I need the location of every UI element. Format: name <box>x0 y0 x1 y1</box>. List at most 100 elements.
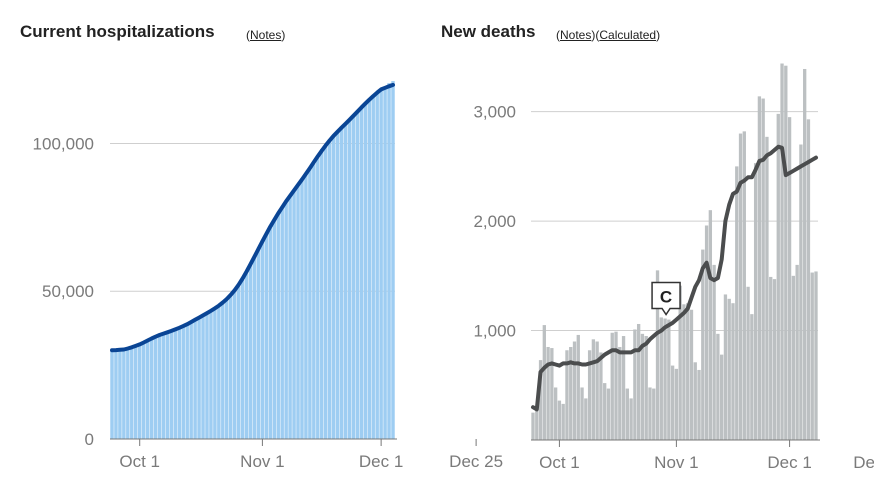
hosp-trend-line <box>110 82 395 353</box>
deaths-links: (Notes)(Calculated) <box>556 28 661 42</box>
hosp-bar <box>217 306 221 439</box>
deaths-bar <box>795 264 799 440</box>
hosp-bar <box>205 313 209 439</box>
hosp-bar <box>276 212 280 439</box>
deaths-bar <box>784 65 788 440</box>
deaths-bar <box>720 354 724 440</box>
deaths-bar <box>640 333 645 440</box>
hosp-bar <box>137 345 142 439</box>
deaths-bar <box>648 387 652 440</box>
deaths-bar <box>686 303 690 440</box>
deaths-bar <box>652 388 656 440</box>
deaths-bar <box>727 298 731 440</box>
hosp-bar <box>371 95 375 439</box>
hosp-bar <box>193 319 197 439</box>
hosp-bar <box>264 233 269 439</box>
deaths-bar <box>761 98 765 441</box>
deaths-bar <box>772 279 777 440</box>
hosp-bar <box>351 116 356 440</box>
deaths-bar <box>708 210 713 440</box>
annotation-label: C <box>660 288 672 307</box>
hosp-bar <box>343 123 348 439</box>
hosp-bar <box>339 127 344 439</box>
hosp-bar <box>300 180 304 439</box>
deaths-bar <box>678 285 682 440</box>
annotation-marker <box>651 281 681 316</box>
hosp-bar <box>367 99 371 439</box>
deaths-bar <box>587 350 592 440</box>
hosp-bar <box>383 86 387 439</box>
deaths-bar <box>625 388 629 440</box>
hosp-bar <box>236 286 241 439</box>
deaths-bar <box>621 336 626 440</box>
deaths-bar <box>689 309 694 440</box>
hosp-bar <box>161 333 166 439</box>
deaths-bar <box>731 303 735 440</box>
deaths-bar <box>580 387 584 440</box>
deaths-bar <box>655 270 660 440</box>
hosp-bar <box>141 342 146 439</box>
deaths-bar <box>742 131 746 440</box>
hosp-notes-link[interactable]: Notes <box>250 28 282 42</box>
hosp-bar <box>114 350 118 439</box>
hosp-bar <box>221 303 225 439</box>
deaths-bar <box>697 369 701 440</box>
deaths-bar <box>557 400 562 440</box>
hosp-links: (Notes) <box>246 28 286 42</box>
hosp-bar <box>185 324 189 439</box>
hosp-bar <box>288 195 292 439</box>
deaths-bar <box>599 352 603 440</box>
deaths-bar <box>667 319 671 440</box>
deaths-bar <box>791 275 796 440</box>
deaths-bar <box>535 407 539 440</box>
deaths-bar <box>614 331 618 440</box>
hosp-x-tick-label: Oct 1 <box>119 452 160 471</box>
hosp-bar <box>145 339 150 439</box>
deaths-bar <box>787 117 792 440</box>
deaths-bar <box>806 119 811 441</box>
hosp-bar <box>118 349 122 439</box>
hosp-bar <box>189 322 193 439</box>
deaths-bar <box>629 398 633 440</box>
hosp-bar <box>363 103 368 439</box>
hosp-bar <box>347 120 352 440</box>
deaths-bar <box>780 63 784 441</box>
hosp-bar <box>153 335 158 439</box>
deaths-bar <box>538 360 543 440</box>
hosp-bar <box>379 89 383 439</box>
hosp-bar <box>197 317 201 439</box>
deaths-bar <box>701 249 705 440</box>
deaths-bar <box>618 346 622 440</box>
hosp-x-tick-label: Dec 25 <box>449 452 503 471</box>
hosp-bar <box>359 107 364 440</box>
hosp-bar <box>296 185 300 439</box>
hosp-bar <box>327 139 332 439</box>
hosp-y-tick-label: 0 <box>85 430 94 449</box>
hosp-bar <box>126 349 130 439</box>
deaths-bar <box>753 163 758 440</box>
hosp-bar <box>232 291 237 439</box>
deaths-notes-link[interactable]: Notes <box>560 28 592 42</box>
deaths-bar <box>531 412 535 440</box>
hosp-bar <box>292 190 296 439</box>
deaths-bar <box>550 348 554 440</box>
hosp-bar <box>316 156 320 440</box>
hosp-bar <box>308 168 312 440</box>
deaths-bar <box>636 323 641 440</box>
deaths-x-tick-label: Dec 25 <box>853 453 874 472</box>
deaths-bar <box>572 341 577 440</box>
deaths-x-tick-label: Oct 1 <box>539 453 580 472</box>
deaths-bar <box>738 133 743 441</box>
hosp-x-tick-label: Nov 1 <box>240 452 284 471</box>
deaths-bar <box>595 341 599 440</box>
hosp-bar <box>201 315 205 439</box>
deaths-bar <box>735 166 739 440</box>
hosp-bar <box>244 273 249 439</box>
hosp-bar <box>284 200 288 439</box>
hosp-bar <box>323 144 328 439</box>
deaths-calculated-link[interactable]: Calculated <box>599 28 657 42</box>
hosp-bar <box>149 337 154 439</box>
hosp-y-tick-label: 50,000 <box>42 282 94 301</box>
